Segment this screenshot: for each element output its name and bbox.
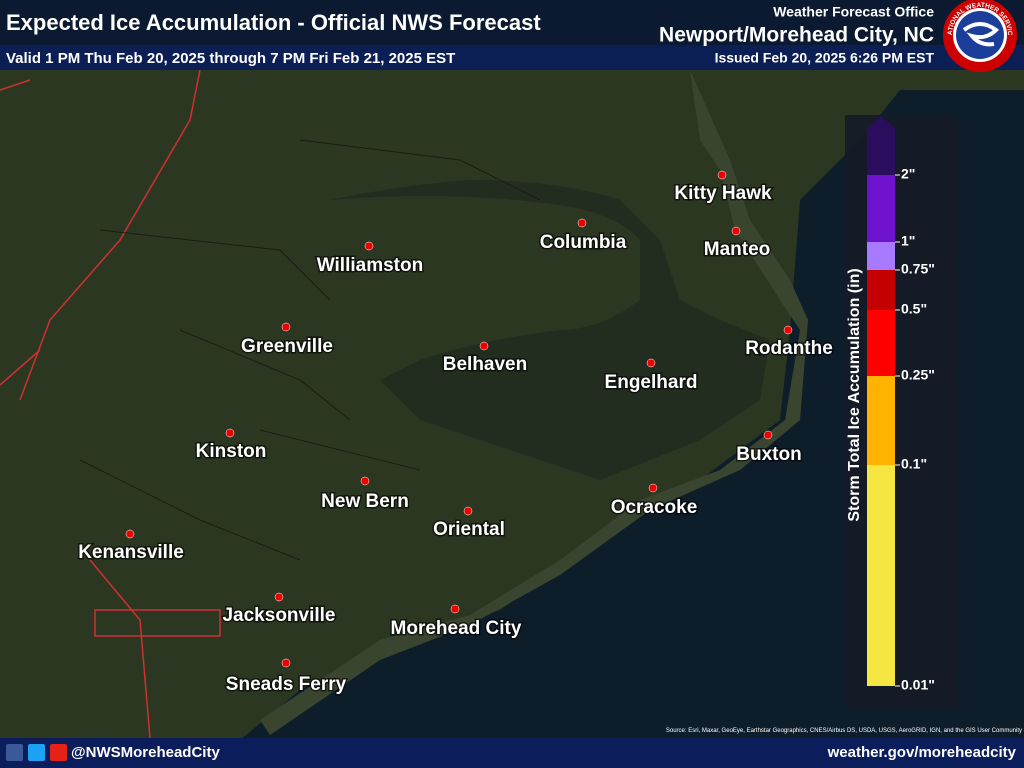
city-layer: Kitty Hawk Columbia Manteo Williamston Green… <box>77 170 834 697</box>
city-dot <box>125 529 135 539</box>
legend-label: 0.1" <box>901 456 927 472</box>
city-label: Ocracoke <box>611 497 698 518</box>
city-label: Williamston <box>317 255 423 276</box>
city-label: Belhaven <box>443 354 527 375</box>
city-dot <box>360 476 370 486</box>
issued-time: Issued Feb 20, 2025 6:26 PM EST <box>715 50 935 66</box>
sounds <box>330 180 770 480</box>
city-label: Rodanthe <box>745 338 833 359</box>
legend-label: 1" <box>901 233 915 249</box>
website[interactable]: weather.gov/moreheadcity <box>827 744 1017 761</box>
valid-time: Valid 1 PM Thu Feb 20, 2025 through 7 PM… <box>6 50 455 67</box>
city-label: Greenville <box>241 336 333 357</box>
twitter-icon[interactable] <box>28 744 45 761</box>
city-label: Kinston <box>196 441 267 462</box>
header-subbar <box>0 45 1024 70</box>
city-dot <box>281 658 291 668</box>
city-dot <box>646 358 656 368</box>
legend-label: 0.01" <box>901 677 935 693</box>
legend-title: Storm Total Ice Accumulation (in) <box>846 268 863 521</box>
city-label: New Bern <box>321 491 409 512</box>
social-handle[interactable]: @NWSMoreheadCity <box>71 744 220 761</box>
city-dot <box>450 604 460 614</box>
city-dot <box>281 322 291 332</box>
city-dot <box>731 226 741 236</box>
footer-bar <box>0 738 1024 768</box>
legend-label: 0.25" <box>901 367 935 383</box>
city-dot <box>648 483 658 493</box>
legend-label: 0.75" <box>901 261 935 277</box>
header-bar <box>0 0 1024 45</box>
legend-box <box>845 115 958 707</box>
city-dot <box>717 170 727 180</box>
city-dot <box>577 218 587 228</box>
city-dot <box>463 506 473 516</box>
city-label: Engelhard <box>605 372 698 393</box>
city-label: Oriental <box>433 519 505 540</box>
office-name: Newport/Morehead City, NC <box>659 24 934 47</box>
legend-label: 0.5" <box>901 301 927 317</box>
city-label: Buxton <box>736 444 801 465</box>
facebook-icon[interactable] <box>6 744 23 761</box>
youtube-icon[interactable] <box>50 744 67 761</box>
city-label: Manteo <box>704 239 771 260</box>
city-label: Jacksonville <box>222 605 335 626</box>
city-label: Kitty Hawk <box>674 183 772 204</box>
legend-labels: 0.01" 0.1" 0.25" 0.5" 0.75" 1" 2" <box>895 166 935 693</box>
city-label: Morehead City <box>391 618 522 639</box>
office-label: Weather Forecast Office <box>773 4 934 20</box>
county-lines <box>79 139 541 561</box>
attribution: Source: Esri, Maxar, GeoEye, Earthstar G… <box>666 728 1022 734</box>
city-dot <box>763 430 773 440</box>
title: Expected Ice Accumulation - Official NWS… <box>6 10 541 35</box>
city-dot <box>479 341 489 351</box>
city-dot <box>364 241 374 251</box>
state-lines <box>0 69 221 739</box>
city-dot <box>274 592 284 602</box>
city-label: Sneads Ferry <box>226 674 347 695</box>
city-label: Columbia <box>540 232 627 253</box>
city-dot <box>225 428 235 438</box>
legend-scale <box>867 116 895 686</box>
city-label: Kenansville <box>78 542 184 563</box>
legend-label: 2" <box>901 166 915 182</box>
city-dot <box>783 325 793 335</box>
